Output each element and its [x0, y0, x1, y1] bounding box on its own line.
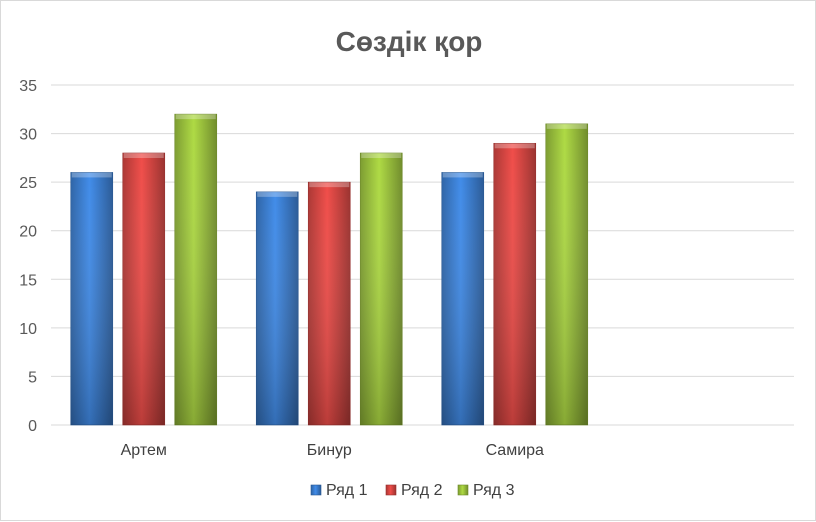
legend-swatch	[457, 484, 469, 496]
legend: Ряд 1 Ряд 2 Ряд 3	[310, 482, 515, 499]
y-tick-label: 5	[28, 369, 37, 386]
y-axis-ticks: 0 5 10 15 20 25 30 35	[19, 78, 37, 435]
y-tick-label: 0	[28, 418, 37, 435]
legend-swatch	[385, 484, 397, 496]
bar-shading	[174, 114, 217, 426]
bar-shading	[70, 172, 113, 425]
legend-swatch	[310, 484, 322, 496]
x-axis-categories: Артем Бинур Самира	[121, 442, 544, 459]
bar-bevel	[257, 191, 298, 197]
bar-shading	[493, 143, 536, 426]
y-tick-label: 20	[19, 224, 37, 241]
y-tick-label: 30	[19, 127, 37, 144]
bar-shading	[308, 182, 351, 425]
y-tick-label: 15	[19, 272, 37, 289]
bar-shading	[256, 191, 299, 425]
bar-bevel	[71, 172, 112, 178]
bar-bevel	[123, 153, 164, 158]
y-tick-label: 25	[19, 175, 37, 192]
x-category-label: Бинур	[307, 442, 352, 459]
bar-shading	[122, 153, 165, 425]
legend-label: Ряд 1	[326, 482, 368, 499]
bars	[70, 113, 589, 426]
x-category-label: Самира	[486, 442, 544, 459]
bar-bevel	[494, 143, 535, 149]
bar-bevel	[309, 182, 350, 188]
chart-title: Сөздік қор	[336, 26, 483, 57]
bar-bevel	[546, 123, 587, 129]
bar-shading	[441, 172, 484, 425]
y-tick-label: 10	[19, 321, 37, 338]
bar-shading	[545, 123, 588, 425]
x-category-label: Артем	[121, 442, 167, 459]
legend-label: Ряд 2	[401, 482, 443, 499]
bar-bevel	[361, 153, 402, 158]
bar-bevel	[442, 172, 483, 178]
y-tick-label: 35	[19, 78, 37, 95]
legend-label: Ряд 3	[473, 482, 515, 499]
bar-shading	[360, 153, 403, 425]
bar-bevel	[175, 114, 216, 120]
